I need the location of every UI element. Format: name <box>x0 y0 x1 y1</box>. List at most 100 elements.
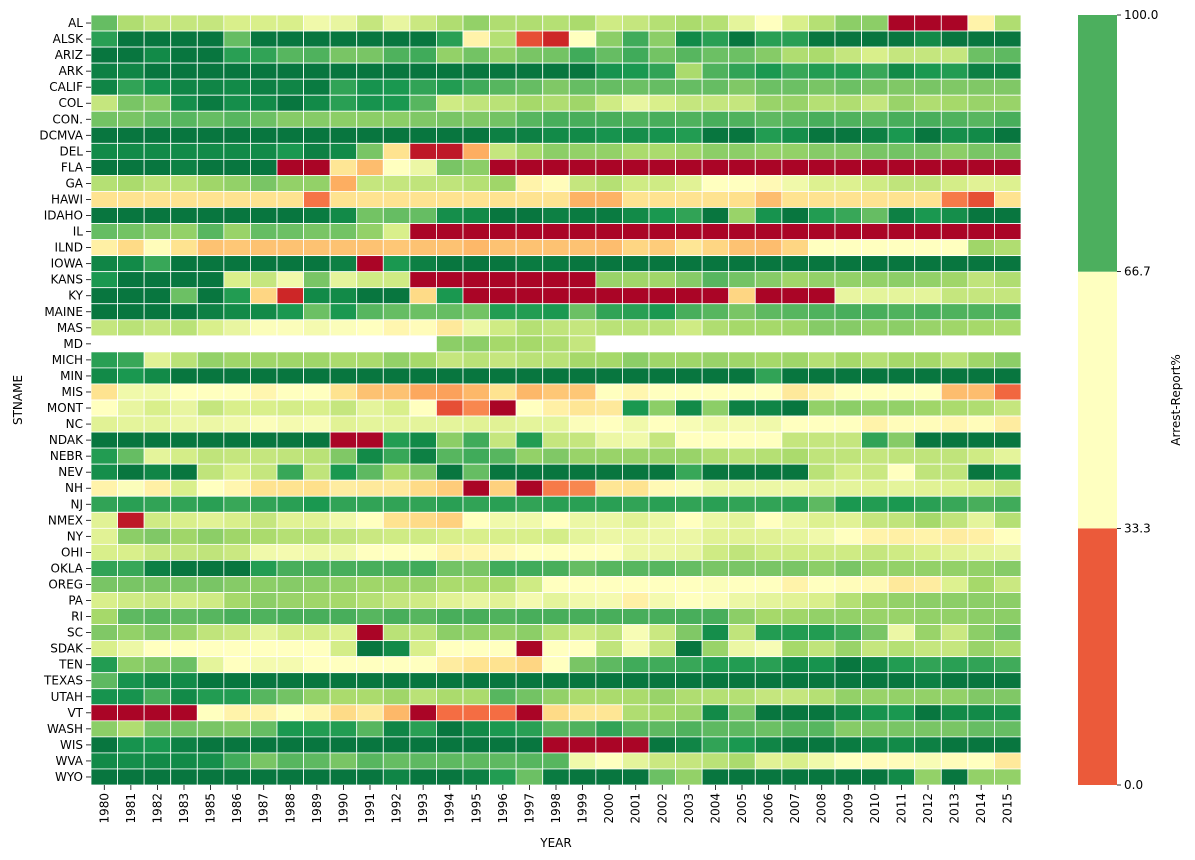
heatmap-cell <box>436 543 464 561</box>
heatmap-cell <box>887 688 916 706</box>
heatmap-cell <box>143 704 172 722</box>
heatmap-cell <box>861 688 889 706</box>
heatmap-cell <box>303 576 331 593</box>
heatmap-cell <box>675 672 703 690</box>
x-axis-label: YEAR <box>539 836 571 850</box>
heatmap-cell <box>170 175 198 192</box>
heatmap-cell <box>940 624 969 642</box>
heatmap-cell <box>781 752 809 770</box>
heatmap-cell <box>436 255 464 273</box>
heatmap-cell <box>622 720 650 738</box>
heatmap-cell <box>728 495 756 513</box>
heatmap-cell <box>329 608 358 625</box>
heatmap-cell <box>834 78 862 96</box>
heatmap-cell <box>967 223 995 240</box>
heatmap-cell <box>462 527 490 545</box>
heatmap-cell <box>143 688 172 706</box>
heatmap-cell <box>622 78 650 96</box>
heatmap-cell <box>940 543 969 561</box>
heatmap-cell <box>250 46 278 64</box>
heatmap-cell <box>940 94 969 112</box>
heatmap-cell <box>754 704 783 722</box>
heatmap-cell <box>409 62 437 80</box>
heatmap-cell <box>223 351 251 369</box>
heatmap-cell <box>436 78 464 96</box>
heatmap-cell <box>117 736 145 754</box>
heatmap-cell <box>303 495 331 513</box>
heatmap-cell <box>675 511 703 529</box>
heatmap-cell <box>250 511 278 529</box>
heatmap-cell <box>436 720 464 738</box>
heatmap-cell <box>994 543 1022 561</box>
heatmap-cell <box>595 527 623 545</box>
heatmap-cell <box>223 367 251 385</box>
heatmap-cell <box>887 592 916 609</box>
heatmap-cell <box>568 158 597 176</box>
heatmap-cell <box>409 287 437 305</box>
heatmap-cell <box>967 415 995 433</box>
heatmap-cell <box>622 624 650 642</box>
heatmap-cell <box>170 592 198 609</box>
heatmap-cell <box>117 271 145 289</box>
heatmap-cell <box>754 688 783 706</box>
heatmap-cell <box>462 287 490 305</box>
heatmap-cell <box>808 223 836 240</box>
heatmap-cell <box>515 319 544 337</box>
heatmap-cell <box>196 367 225 385</box>
heatmap-cell <box>940 303 969 321</box>
heatmap-cell <box>382 608 411 625</box>
heatmap-cell <box>356 46 384 64</box>
heatmap-cell <box>887 431 916 449</box>
heatmap-cell <box>90 608 118 625</box>
heatmap-cell <box>940 415 969 433</box>
heatmap-cell <box>622 640 650 658</box>
heatmap-cell <box>834 175 862 192</box>
heatmap-cell <box>808 431 836 449</box>
heatmap-cell <box>675 255 703 273</box>
heatmap-cell <box>542 142 570 160</box>
heatmap-cell <box>303 142 331 160</box>
heatmap-cell <box>250 287 278 305</box>
heatmap-cell <box>462 463 490 481</box>
heatmap-cell <box>356 736 384 754</box>
heatmap-cell <box>170 94 198 112</box>
heatmap-cell <box>303 527 331 545</box>
heatmap-cell <box>622 30 650 48</box>
heatmap-cell <box>223 720 251 738</box>
heatmap-cell <box>861 62 889 80</box>
heatmap-cell <box>143 287 172 305</box>
heatmap-cell <box>170 46 198 64</box>
heatmap-cell <box>675 126 703 144</box>
heatmap-cell <box>622 175 650 192</box>
heatmap-cell <box>196 640 225 658</box>
heatmap-cell <box>914 62 942 80</box>
heatmap-cell <box>382 511 411 529</box>
y-axis-label: STNAME <box>11 375 25 425</box>
heatmap-cell <box>781 672 809 690</box>
heatmap-cell <box>409 495 437 513</box>
heatmap-cell <box>940 126 969 144</box>
heatmap-cell <box>781 624 809 642</box>
heatmap-cell <box>834 736 862 754</box>
heatmap-cell <box>861 239 889 257</box>
heatmap-cell <box>409 383 437 401</box>
heatmap-cell <box>701 367 730 385</box>
heatmap-cell <box>754 142 783 160</box>
heatmap-cell <box>276 142 304 160</box>
heatmap-cell <box>595 175 623 192</box>
heatmap-cell <box>462 383 490 401</box>
heatmap-cell <box>462 158 490 176</box>
heatmap-cell <box>887 158 916 176</box>
heatmap-cell <box>489 142 517 160</box>
heatmap-cell <box>754 94 783 112</box>
heatmap-cell <box>196 175 225 192</box>
heatmap-cell <box>675 191 703 208</box>
heatmap-cell <box>196 592 225 609</box>
heatmap-cell <box>303 672 331 690</box>
heatmap-cell <box>250 624 278 642</box>
heatmap-cell <box>382 319 411 337</box>
heatmap-cell <box>170 14 198 32</box>
heatmap-cell <box>356 463 384 481</box>
heatmap-cell <box>728 319 756 337</box>
heatmap-cell <box>701 736 730 754</box>
